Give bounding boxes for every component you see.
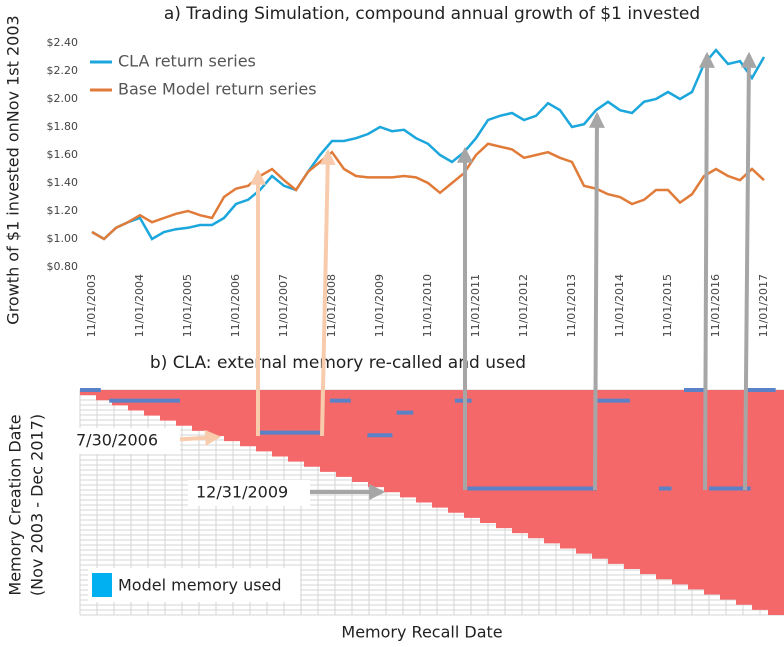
y-tick-label: $2.00 — [47, 92, 79, 105]
y-tick-label: $1.20 — [47, 204, 79, 217]
x-tick-label: 11/01/2013 — [565, 274, 578, 337]
annotation: 7/30/2006 — [76, 431, 158, 450]
arrow — [740, 51, 757, 491]
line-panel: a) Trading Simulation, compound annual g… — [4, 4, 771, 337]
panel-title: b) CLA: external memory re-called and us… — [150, 353, 526, 373]
x-tick-label: 11/01/2011 — [469, 274, 482, 337]
labels: 7/30/2006 12/31/2009 — [72, 428, 310, 506]
y-tick-label: $1.80 — [47, 120, 79, 133]
available-region — [80, 390, 784, 615]
legend-label: Model memory used — [118, 576, 282, 595]
chart-title: a) Trading Simulation, compound annual g… — [164, 4, 700, 24]
y-tick-label: $0.80 — [47, 260, 79, 273]
annotation-box — [188, 480, 310, 506]
annotation: 12/31/2009 — [196, 483, 288, 502]
x-tick-label: 11/01/2012 — [517, 274, 530, 337]
memory-panel: b) CLA: external memory re-called and us… — [6, 353, 784, 642]
y-tick-label: $1.40 — [47, 176, 79, 189]
memory-used — [684, 388, 705, 392]
memory-used — [80, 388, 101, 392]
x-tick-label: 11/01/2015 — [661, 274, 674, 337]
x-tick-label: 11/01/2009 — [373, 274, 386, 337]
x-tick-label: 11/01/2005 — [181, 274, 194, 337]
y-tick-label: $1.60 — [47, 148, 79, 161]
y-tick-label: $1.00 — [47, 232, 79, 245]
line-series — [91, 142, 765, 241]
arrow — [319, 148, 336, 437]
y-axis-label: Growth of $1 invested onNov 1st 2003 — [4, 15, 23, 324]
y-axis-label: (Nov 2003 - Dec 2017) — [28, 414, 47, 596]
y-axis-label: Memory Creation Date — [6, 414, 25, 595]
x-tick-label: 11/01/2006 — [229, 274, 242, 337]
memory-used — [367, 433, 393, 438]
x-tick-label: 11/01/2010 — [421, 274, 434, 337]
y-tick-label: $2.20 — [47, 64, 79, 77]
x-tick-label: 11/01/2014 — [613, 274, 626, 337]
y-tick-label: $2.40 — [47, 36, 79, 49]
memory-used — [596, 398, 630, 403]
x-tick-label: 11/01/2004 — [133, 274, 146, 337]
x-tick-label: 11/01/2008 — [325, 274, 338, 337]
memory-used — [659, 486, 672, 491]
x-tick-label: 11/01/2003 — [85, 274, 98, 337]
memory-used — [746, 388, 776, 392]
arrows — [169, 51, 757, 500]
legend-box — [88, 568, 300, 602]
arrow — [588, 111, 605, 491]
memory-used — [467, 486, 597, 491]
legend-label: CLA return series — [118, 52, 256, 71]
x-tick-label: 11/01/2016 — [709, 274, 722, 337]
memory-used — [709, 486, 751, 491]
x-tick-label: 11/01/2017 — [757, 274, 770, 337]
legend-label: Base Model return series — [118, 80, 317, 99]
x-axis-label: Memory Recall Date — [341, 623, 502, 642]
memory-used — [396, 410, 414, 415]
memory-used — [259, 430, 322, 435]
arrow — [698, 51, 715, 491]
line-series — [91, 48, 766, 241]
x-tick-label: 11/01/2007 — [277, 274, 290, 337]
memory-used — [329, 398, 351, 403]
legend-swatch — [92, 573, 112, 597]
memory-used — [109, 398, 180, 403]
annotation-box — [72, 428, 180, 454]
